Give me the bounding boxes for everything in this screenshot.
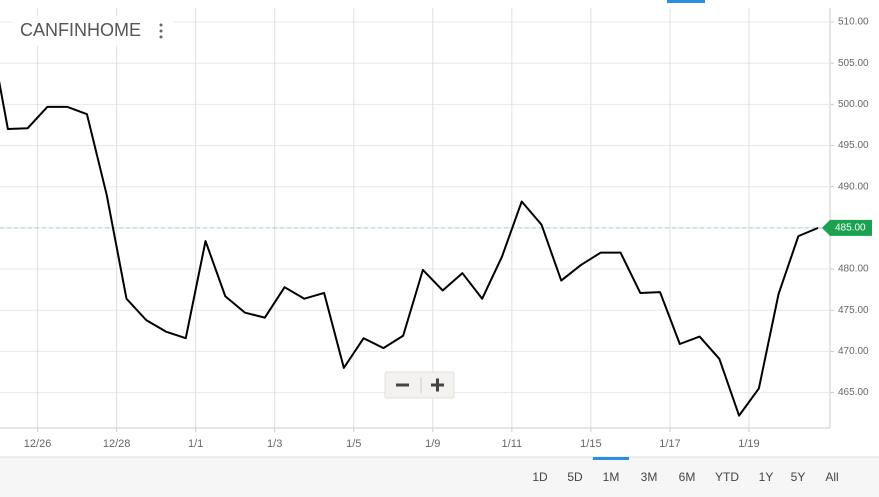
y-tick-label: 505.00: [838, 58, 869, 69]
y-tick-label: 470.00: [838, 346, 869, 357]
range-button[interactable]: 1D: [532, 470, 548, 484]
x-tick-label: 12/26: [24, 438, 52, 450]
range-button[interactable]: 6M: [679, 470, 696, 484]
x-tick-label: 1/9: [425, 438, 440, 450]
zoom-controls: [384, 371, 455, 399]
x-tick-label: 12/28: [103, 438, 131, 450]
top-indicator: [667, 0, 705, 3]
y-tick-label: 495.00: [838, 140, 869, 151]
range-button[interactable]: 3M: [641, 470, 658, 484]
zoom-out[interactable]: [396, 383, 409, 387]
range-selected: [593, 457, 629, 460]
y-tick-label: 510.00: [838, 17, 869, 28]
range-button[interactable]: 1Y: [759, 470, 774, 484]
x-tick-label: 1/5: [346, 438, 361, 450]
y-tick-label: 490.00: [838, 181, 869, 192]
x-tick-label: 1/17: [659, 438, 680, 450]
last-price-tag: [822, 219, 872, 236]
x-tick-label: 1/19: [738, 438, 759, 450]
zoom-in[interactable]: [431, 378, 444, 392]
y-tick-label: 500.00: [838, 99, 869, 110]
range-button[interactable]: YTD: [715, 470, 739, 484]
range-button[interactable]: 5Y: [791, 470, 806, 484]
y-tick-label: 465.00: [838, 387, 869, 398]
last-price-label: 485.00: [835, 223, 866, 234]
title-box: [12, 16, 174, 46]
range-button[interactable]: 5D: [567, 470, 583, 484]
x-tick-label: 1/3: [267, 438, 282, 450]
x-tick-label: 1/15: [580, 438, 601, 450]
range-bar: [0, 457, 879, 497]
range-button[interactable]: All: [825, 470, 838, 484]
x-tick-label: 1/11: [502, 438, 523, 450]
chart-title: CANFINHOME: [20, 20, 141, 40]
price-line: [0, 80, 819, 417]
y-tick-label: 480.00: [838, 264, 869, 275]
menu-icon[interactable]: [159, 23, 163, 39]
x-tick-label: 1/1: [188, 438, 203, 450]
range-button[interactable]: 1M: [603, 470, 620, 484]
y-tick-label: 475.00: [838, 305, 869, 316]
